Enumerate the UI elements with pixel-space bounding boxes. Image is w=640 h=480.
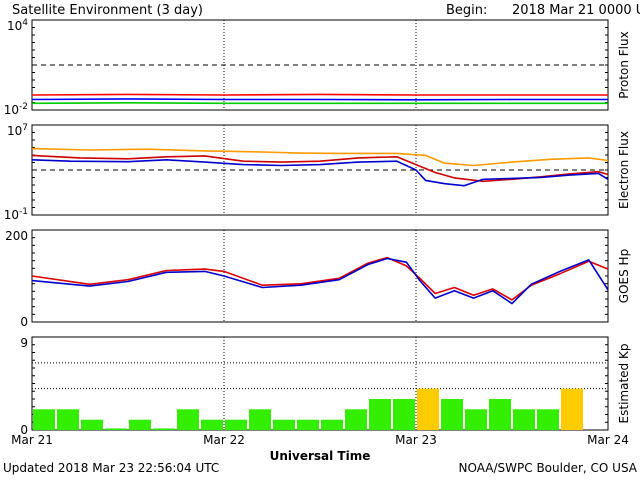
y-tick-label-top: 9 xyxy=(20,336,28,350)
y-tick-label-bottom: 0 xyxy=(20,423,28,437)
y-tick-label-bottom: 10-1 xyxy=(4,207,28,222)
kp-bar xyxy=(81,419,103,430)
y-tick-label-top: 107 xyxy=(7,123,28,138)
series-line-3 xyxy=(31,102,608,105)
kp-bar xyxy=(441,399,463,430)
kp-bar xyxy=(33,409,55,430)
begin-label: Begin: xyxy=(446,3,487,18)
kp-bar xyxy=(393,399,415,430)
kp-bar xyxy=(321,419,343,430)
kp-bar xyxy=(273,419,295,430)
kp-bar xyxy=(153,428,175,430)
panel-3: 200 0 GOES Hp xyxy=(5,229,631,329)
kp-bar xyxy=(201,419,223,430)
panel-frame xyxy=(31,229,609,323)
updated-text: Updated 2018 Mar 23 22:56:04 UTC xyxy=(3,461,219,475)
panel-1: 104 10-2 Proton Flux xyxy=(4,18,631,117)
panel-ylabel: GOES Hp xyxy=(617,249,631,303)
kp-bar xyxy=(105,428,127,430)
x-tick-label: Mar 23 xyxy=(395,433,437,447)
x-axis-ticks: Mar 21 Mar 22 Mar 23 Mar 24 xyxy=(11,433,629,447)
series-line-2 xyxy=(31,257,609,305)
x-tick-label: Mar 22 xyxy=(203,433,245,447)
kp-bar xyxy=(513,409,535,430)
kp-bar xyxy=(369,399,391,430)
series-line-2 xyxy=(31,98,608,101)
series-line-1 xyxy=(31,93,608,96)
kp-bar xyxy=(177,409,199,430)
panel-ylabel: Electron Flux xyxy=(617,131,631,209)
kp-bar xyxy=(417,388,439,430)
series-line-3 xyxy=(31,159,609,187)
panel-4: 9 0 Estimated Kp xyxy=(20,336,631,437)
kp-bar xyxy=(129,419,151,430)
panel-ylabel: Estimated Kp xyxy=(617,344,631,424)
kp-bar xyxy=(57,409,79,430)
y-tick-label-top: 104 xyxy=(7,18,28,33)
x-tick-label: Mar 24 xyxy=(587,433,629,447)
credit-text: NOAA/SWPC Boulder, CO USA xyxy=(459,461,638,475)
x-axis-title: Universal Time xyxy=(270,449,371,463)
kp-bar xyxy=(345,409,367,430)
kp-bar xyxy=(249,409,271,430)
kp-bar xyxy=(489,399,511,430)
static-text: Satellite Environment (3 day) Begin: 201… xyxy=(3,3,640,475)
kp-bar xyxy=(225,419,247,430)
panel-ylabel: Proton Flux xyxy=(617,31,631,98)
y-tick-label-bottom: 10-2 xyxy=(4,102,28,117)
panels-layer: 104 10-2 Proton Flux 107 10-1 Electron Flux 20… xyxy=(4,18,631,437)
series-line-1 xyxy=(31,147,609,167)
panel-2: 107 10-1 Electron Flux xyxy=(4,123,631,222)
y-tick-label-bottom: 0 xyxy=(20,315,28,329)
x-tick-label: Mar 21 xyxy=(11,433,53,447)
y-tick-label-top: 200 xyxy=(5,229,28,243)
series-line-1 xyxy=(31,256,609,301)
kp-bar xyxy=(465,409,487,430)
kp-bar xyxy=(561,388,583,430)
plot-title: Satellite Environment (3 day) xyxy=(12,3,203,18)
kp-bar xyxy=(537,409,559,430)
kp-bar xyxy=(297,419,319,430)
begin-value: 2018 Mar 21 0000 UTC xyxy=(512,3,640,18)
